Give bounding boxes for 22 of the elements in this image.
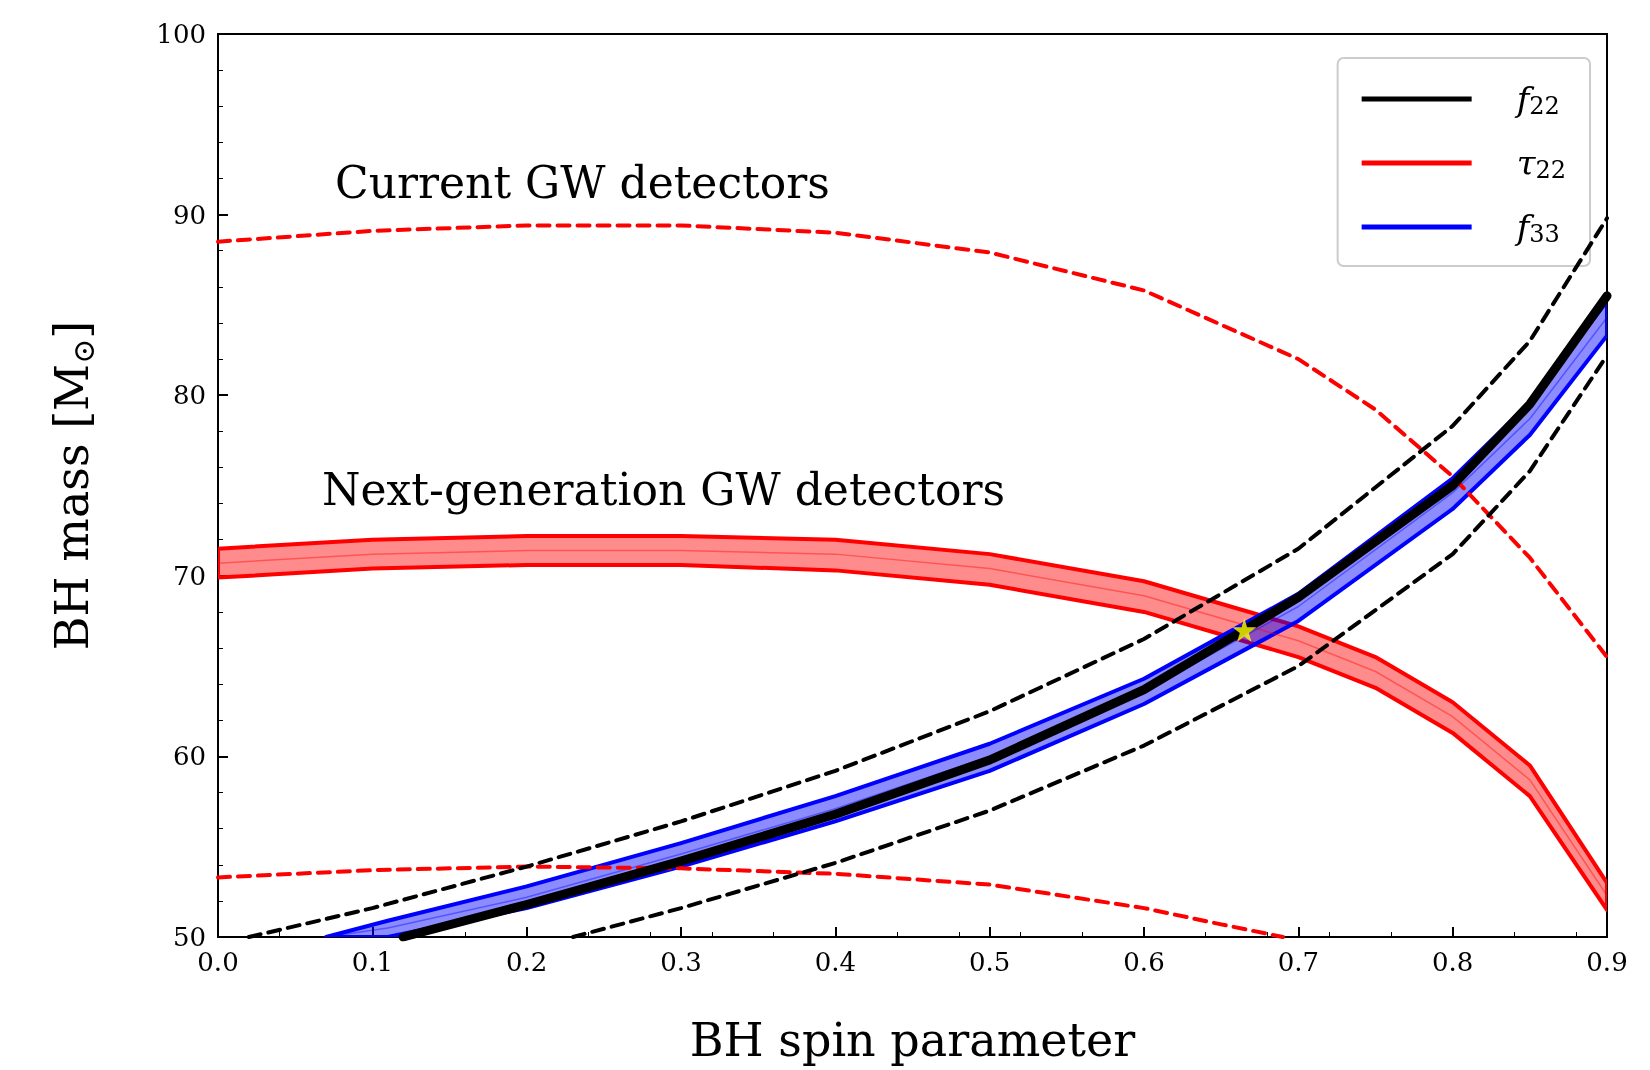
legend-label: τ22 [1516, 143, 1567, 184]
legend-label: f33 [1513, 207, 1560, 248]
y-tick-label: 70 [172, 560, 206, 591]
x-tick-label: 0.7 [1277, 947, 1320, 977]
y-tick-label: 100 [156, 19, 206, 49]
line-series [216, 864, 1285, 939]
annotation: Current GW detectors [335, 156, 830, 208]
x-tick-label: 0.5 [968, 947, 1011, 977]
y-tick-label: 90 [172, 199, 206, 230]
y-tick-label: 60 [172, 741, 206, 772]
x-axis-title: BH spin parameter [689, 1013, 1136, 1067]
x-tick-label: 0.1 [351, 947, 394, 977]
y-axis-title: BH mass [M⊙] [45, 320, 101, 651]
x-tick-label: 0.4 [814, 947, 857, 977]
legend-label: f22 [1513, 79, 1560, 120]
y-tick-label: 80 [172, 380, 206, 411]
annotation: Next-generation GW detectors [322, 463, 1006, 515]
x-tick-label: 0.2 [505, 947, 548, 977]
x-tick-label: 0.6 [1123, 947, 1165, 977]
x-tick-label: 0.8 [1431, 947, 1474, 977]
x-tick-label: 0.3 [660, 947, 702, 977]
x-tick-label: 0.9 [1586, 947, 1628, 977]
